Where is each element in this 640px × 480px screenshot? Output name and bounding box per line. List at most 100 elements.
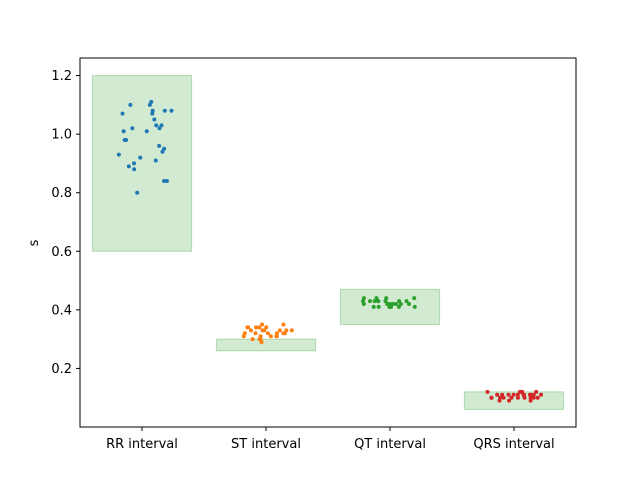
data-point <box>528 398 533 403</box>
data-point <box>157 143 162 148</box>
data-point <box>531 395 536 400</box>
data-point <box>274 334 279 339</box>
data-point <box>169 108 174 113</box>
y-tick-label: 0.2 <box>51 362 72 377</box>
data-point <box>497 398 502 403</box>
y-axis-label: s <box>27 239 42 246</box>
data-point <box>374 296 379 301</box>
data-point <box>152 117 157 122</box>
data-point <box>389 304 394 309</box>
data-point <box>383 299 388 304</box>
data-point <box>376 299 381 304</box>
data-point <box>122 138 127 142</box>
x-tick-label: RR interval <box>106 437 178 452</box>
data-point <box>398 302 403 306</box>
data-point <box>376 304 381 309</box>
data-point <box>150 111 155 116</box>
data-point <box>515 395 520 400</box>
data-point <box>241 334 246 339</box>
data-point <box>534 389 539 394</box>
normal-range-band <box>215 338 317 352</box>
data-point <box>507 398 512 403</box>
data-point <box>371 304 376 309</box>
data-point <box>515 392 520 397</box>
data-point <box>268 334 273 339</box>
data-point <box>397 299 402 304</box>
data-point <box>404 299 409 304</box>
y-tick-label: 1.2 <box>51 69 72 84</box>
data-point <box>265 331 270 336</box>
data-point <box>506 392 511 397</box>
data-point <box>528 395 533 400</box>
data-point <box>495 392 500 397</box>
data-point <box>361 302 366 306</box>
data-point <box>281 322 286 327</box>
y-tick-label: 0.6 <box>51 245 72 260</box>
data-point <box>509 395 514 400</box>
data-point <box>489 395 494 400</box>
data-point <box>259 340 264 345</box>
x-tick-label: QRS interval <box>473 437 554 452</box>
data-point <box>511 392 516 397</box>
data-point <box>120 111 125 116</box>
data-point <box>289 328 294 333</box>
data-point <box>522 395 527 400</box>
y-tick-label: 1.0 <box>51 128 72 143</box>
y-tick-label: 0.8 <box>51 186 72 201</box>
data-point <box>260 328 265 333</box>
data-point <box>164 179 169 183</box>
data-point <box>372 299 377 304</box>
data-point <box>535 395 540 400</box>
normal-range-band <box>91 75 193 252</box>
y-tick-label: 0.4 <box>51 303 72 318</box>
data-point <box>245 325 250 330</box>
data-point <box>153 158 158 163</box>
data-point <box>277 328 282 333</box>
data-point <box>121 129 126 134</box>
data-point <box>162 108 167 113</box>
data-point <box>162 146 167 151</box>
x-tick-label: ST interval <box>231 437 301 452</box>
data-point <box>157 126 162 131</box>
data-point <box>367 299 372 304</box>
data-point <box>138 155 143 160</box>
data-point <box>539 392 544 397</box>
data-point <box>162 179 167 183</box>
data-point <box>132 161 137 166</box>
data-point <box>396 304 401 309</box>
data-point <box>485 389 490 394</box>
x-axis: RR interval ST interval QT interval QRS int… <box>106 427 555 452</box>
data-point <box>126 164 131 169</box>
data-point <box>501 395 506 400</box>
data-point <box>250 337 255 342</box>
data-point <box>531 392 536 397</box>
data-point <box>116 152 121 157</box>
x-tick-label: QT interval <box>354 437 426 452</box>
data-point <box>147 102 152 107</box>
data-point <box>130 126 135 131</box>
data-point <box>394 302 399 306</box>
data-point <box>249 328 254 333</box>
data-point <box>412 304 417 309</box>
data-point <box>135 190 140 195</box>
data-point <box>412 296 417 301</box>
data-point <box>150 108 155 113</box>
data-point <box>253 331 258 336</box>
data-point <box>282 331 287 336</box>
data-point <box>154 123 159 128</box>
data-point <box>260 322 265 327</box>
data-point <box>159 123 164 128</box>
data-point <box>254 325 259 330</box>
y-axis: 0.2 0.4 0.6 0.8 1.0 1.2 <box>51 69 80 377</box>
data-point <box>132 167 137 172</box>
data-point <box>264 325 269 330</box>
data-point <box>257 325 262 330</box>
data-point <box>390 302 395 306</box>
plot-frame <box>79 57 577 428</box>
data-point <box>385 302 390 306</box>
data-point <box>144 129 149 134</box>
data-point <box>497 395 502 400</box>
data-point <box>128 102 133 107</box>
data-points <box>116 99 544 403</box>
